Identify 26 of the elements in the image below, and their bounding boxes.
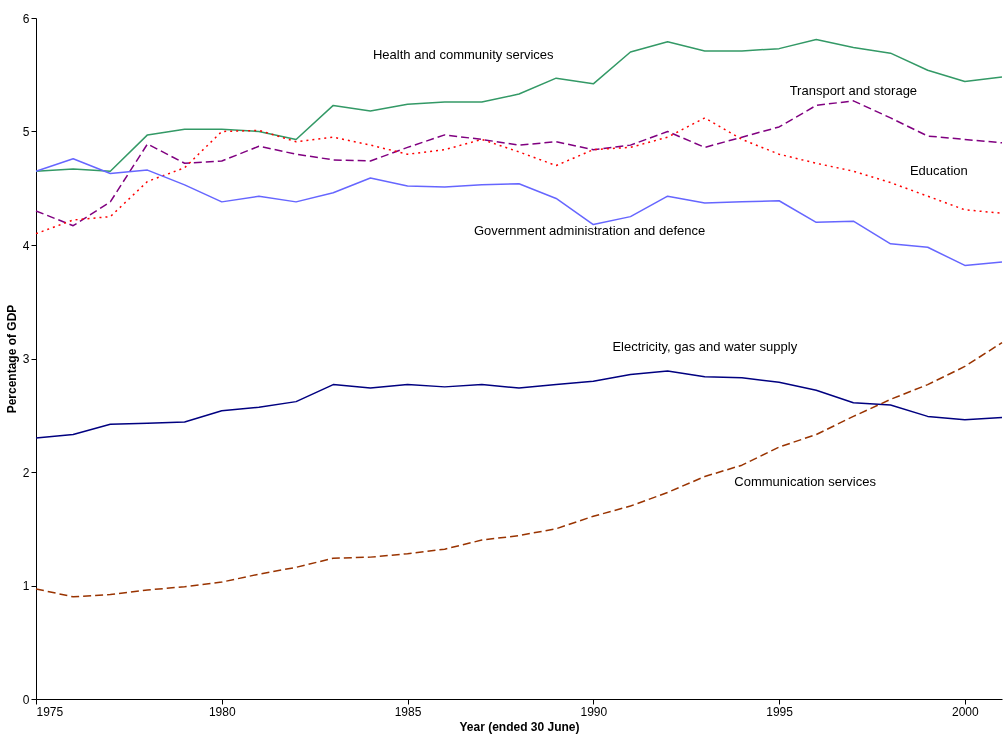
line-series: [35, 100, 1003, 227]
x-tick-label: 1975: [36, 704, 64, 719]
series-label: Communication services: [734, 474, 877, 490]
x-tick-label: 1995: [766, 704, 794, 719]
x-axis-title: Year (ended 30 June): [459, 719, 580, 734]
y-tick-label: 1: [22, 579, 30, 593]
x-tick-label: 1990: [580, 704, 608, 719]
series-label: Transport and storage: [789, 82, 918, 98]
y-tick-label: 0: [22, 692, 30, 707]
line-series: [35, 370, 1003, 439]
x-tick-label: 2000: [951, 704, 980, 719]
y-tick-label: 2: [22, 465, 30, 480]
series-label: Electricity, gas and water supply: [612, 339, 798, 355]
y-axis-title: Percentage of GDP: [4, 304, 19, 414]
series-label: Education: [909, 163, 968, 179]
y-tick-label: 3: [22, 352, 30, 366]
y-tick-label: 5: [22, 125, 30, 139]
x-tick-label: 1985: [394, 704, 422, 719]
series-label: Government administration and defence: [473, 223, 706, 239]
line-series: [35, 117, 1003, 235]
series-label: Health and community services: [372, 47, 555, 63]
x-tick-label: 1980: [208, 704, 236, 719]
y-tick-label: 4: [22, 238, 30, 253]
line-series: [35, 157, 1003, 267]
line-series: [35, 341, 1003, 598]
y-tick-label: 6: [22, 11, 30, 26]
